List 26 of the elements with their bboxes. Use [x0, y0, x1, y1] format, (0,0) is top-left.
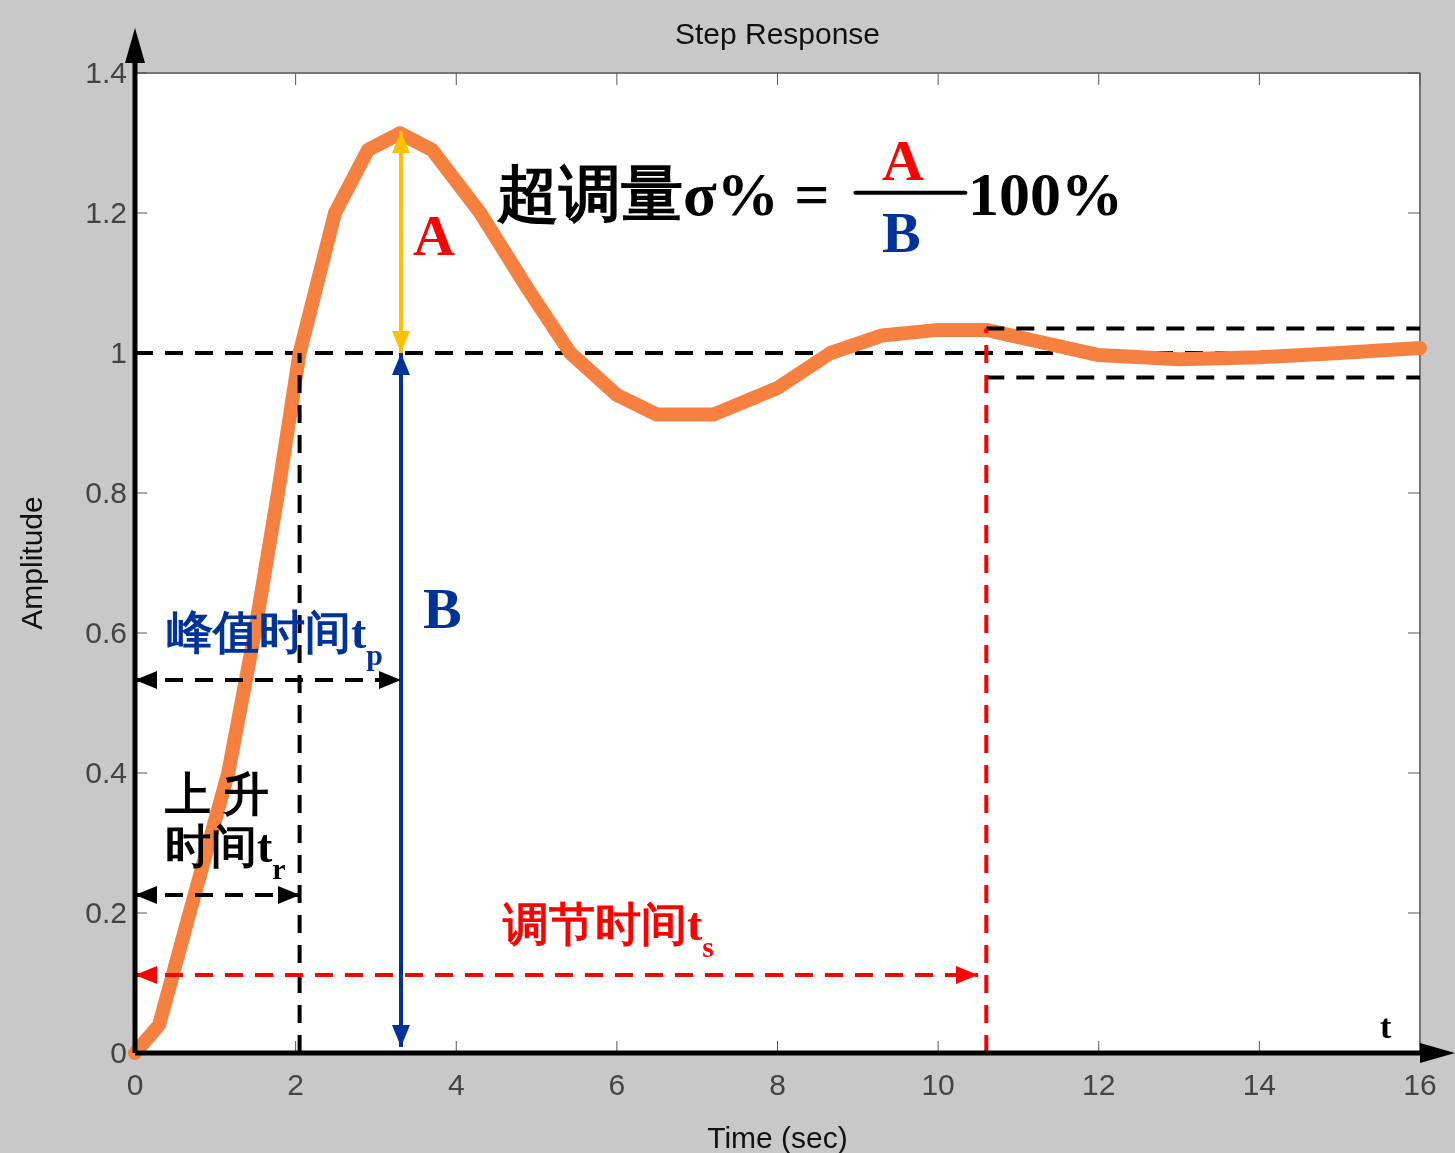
x-tick-label: 4 [447, 1068, 465, 1101]
y-tick-label: 1 [110, 336, 127, 369]
chart-title: Step Response [674, 17, 881, 50]
annotation: 超调量σ% = [496, 160, 830, 228]
annotation: A [882, 128, 924, 193]
x-tick-label: 6 [608, 1068, 626, 1101]
annotation: 调节时间t$_{s}$ [502, 899, 714, 963]
y-tick-label: 0.8 [85, 476, 127, 509]
y-tick-label: 0.6 [85, 616, 127, 649]
y-tick-label: 0.2 [85, 896, 127, 929]
y-axis-title: Amplitude [15, 496, 48, 630]
annotation: t [1380, 1008, 1392, 1045]
annotation: 100% [968, 160, 1123, 228]
y-tick-label: 1.4 [85, 56, 127, 89]
x-tick-label: 14 [1242, 1068, 1277, 1101]
x-tick-label: 12 [1082, 1068, 1116, 1101]
x-tick-label: 2 [287, 1068, 304, 1101]
y-tick-label: 0.4 [85, 756, 127, 789]
annotation: A [413, 203, 455, 268]
annotation: B [423, 576, 462, 641]
y-tick-label: 1.2 [85, 196, 127, 229]
x-tick-label: 10 [921, 1068, 955, 1101]
x-tick-label: 16 [1403, 1068, 1437, 1101]
annotation: B [882, 200, 921, 265]
y-tick-label: 0 [110, 1036, 127, 1069]
x-tick-label: 8 [769, 1068, 786, 1101]
